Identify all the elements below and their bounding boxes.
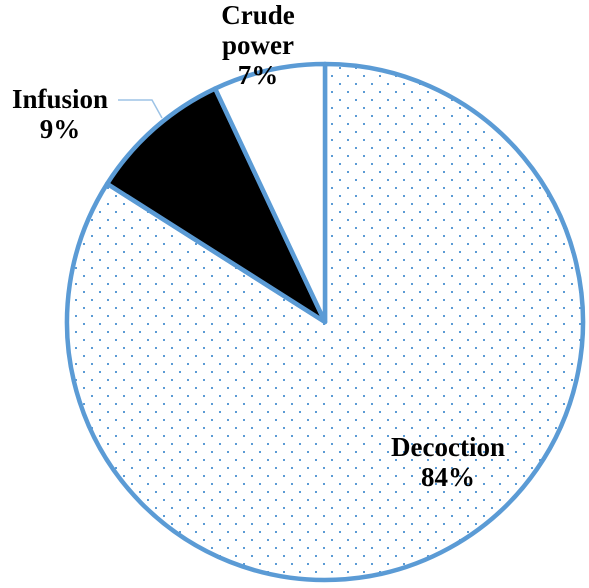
value-label: 7%	[237, 60, 279, 90]
slice-label: Decoction 84%	[368, 432, 528, 492]
category-label: Infusion	[11, 84, 109, 114]
category-label: Decoction	[391, 432, 505, 462]
pie-slice	[104, 86, 328, 325]
slice-label: Infusion 9%	[0, 84, 140, 144]
pie-slice	[64, 61, 586, 583]
pie-slice	[212, 61, 328, 325]
category-label: Crude power	[221, 0, 295, 60]
value-label: 84%	[421, 462, 475, 492]
slice-label: Crude power 7%	[188, 0, 328, 90]
leader-line	[118, 99, 163, 119]
value-label: 9%	[39, 114, 81, 144]
